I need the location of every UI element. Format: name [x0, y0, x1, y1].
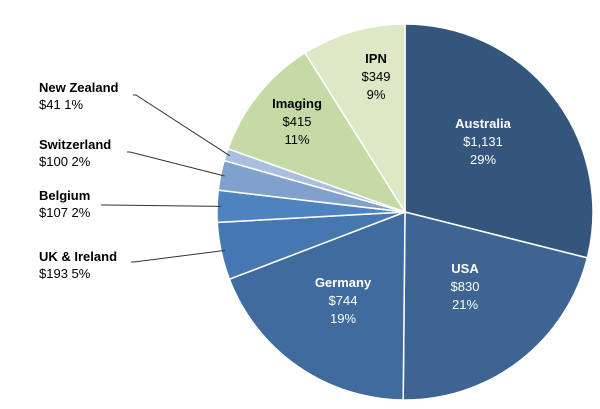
- leader-line-new-zealand: [133, 94, 231, 157]
- slice-label-switzerland-name: Switzerland: [39, 137, 111, 152]
- slice-label-new-zealand-name: New Zealand: [39, 80, 119, 95]
- pie-slice-usa: [402, 211, 589, 401]
- slice-label-germany-pct: 19%: [330, 311, 356, 326]
- pie-slice-germany: [228, 210, 406, 401]
- slice-label-imaging-name: Imaging: [272, 96, 322, 111]
- slice-label-imaging-pct: 11%: [284, 132, 309, 147]
- pie-slices: [216, 23, 594, 401]
- slice-label-uk-and-ireland-value-pct: $193 5%: [39, 266, 91, 281]
- pie-slice-ipn: [303, 23, 406, 215]
- pie-slice-imaging: [227, 51, 407, 214]
- slice-label-uk-and-ireland-name: UK & Ireland: [39, 249, 117, 264]
- slice-label-usa-value: $830: [451, 279, 480, 294]
- slice-label-imaging-value: $415: [283, 114, 312, 129]
- slice-label-switzerland-value-pct: $100 2%: [39, 154, 91, 169]
- slice-label-germany-name: Germany: [315, 275, 372, 290]
- slice-label-belgium-value-pct: $107 2%: [39, 205, 91, 220]
- slice-label-ipn-pct: 9%: [367, 87, 386, 102]
- slice-label-belgium-name: Belgium: [39, 188, 90, 203]
- slice-label-germany-value: $744: [329, 293, 358, 308]
- leader-line-uk-and-ireland: [131, 249, 226, 263]
- slice-label-australia-pct: 29%: [470, 152, 496, 167]
- slice-labels: Australia $1,131 29% USA $830 21% Germany $744 1…: [39, 51, 512, 326]
- slice-label-usa-name: USA: [451, 261, 479, 276]
- leader-line-switzerland: [127, 151, 225, 177]
- slice-label-new-zealand-value-pct: $41 1%: [39, 97, 84, 112]
- slice-label-usa-pct: 21%: [452, 297, 478, 312]
- slice-label-ipn-value: $349: [362, 69, 391, 84]
- slice-label-ipn-name: IPN: [365, 51, 387, 66]
- slice-label-australia-value: $1,131: [463, 134, 503, 149]
- leader-lines: [101, 94, 231, 263]
- slice-label-australia-name: Australia: [455, 116, 511, 131]
- pie-slice-australia: [404, 23, 594, 259]
- leader-line-belgium: [101, 204, 222, 207]
